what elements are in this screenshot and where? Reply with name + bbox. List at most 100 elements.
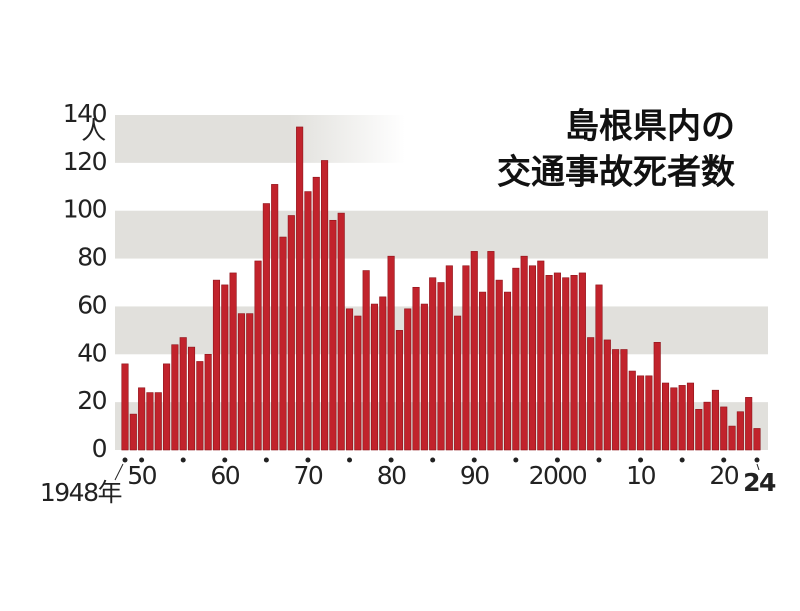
bar [437,282,445,451]
bar [196,361,204,451]
bar [354,315,362,451]
x-tick-label: 90 [460,461,489,490]
bar [545,275,553,451]
bar [578,272,586,451]
bar [695,409,703,451]
bar [487,251,495,451]
leader [114,463,124,481]
grid-band [115,115,405,163]
x-tick-label: 50 [127,461,156,490]
bar [395,330,403,451]
bar [179,337,187,451]
y-tick-label: 0 [92,434,107,463]
bar [420,303,428,451]
bar [454,315,462,451]
x-tick-label: 70 [294,461,323,490]
x-tick-label: 24 [743,468,776,497]
bar [520,255,528,451]
bar [512,267,520,451]
bar [337,212,345,451]
bar [429,277,437,451]
bar [262,203,270,451]
bar [528,265,537,451]
tick-dot [754,457,760,463]
bar [171,344,179,451]
bar [703,401,711,451]
bar [146,392,154,451]
y-tick-label: 40 [77,338,106,367]
bar [720,406,728,451]
grid-band [115,210,768,259]
tick-dot [471,457,477,463]
bar [570,275,578,451]
bar [661,382,670,451]
chart-title: 交通事故死者数 [497,153,735,193]
bar [479,291,487,451]
tick-dot [679,457,685,463]
bar [728,425,736,451]
x-tick-label: 80 [377,461,406,490]
bar [711,389,719,451]
bar [254,260,262,451]
bar [287,215,295,451]
tick-dot [721,457,727,463]
tick-dot [596,457,602,463]
x-tick-label: 1948年 [40,478,122,507]
x-tick-label: 60 [210,461,239,490]
bar [686,382,695,451]
bar [279,236,287,451]
bar [745,397,753,451]
bar [271,184,279,451]
bar [645,375,653,451]
bar [362,270,370,451]
bar [237,313,245,451]
bar [321,160,329,451]
bar [445,265,453,451]
tick-dot [554,457,560,463]
bar [595,284,603,451]
bar [653,342,661,451]
tick-dot [180,457,186,463]
tick-dot [347,457,353,463]
bar [470,251,478,451]
tick-dot [638,457,644,463]
bar [345,308,354,451]
bar [562,277,570,451]
bar [221,284,229,451]
bar [163,363,171,451]
tick-dot [513,457,519,463]
y-tick-label: 100 [63,195,107,224]
bar [620,349,628,451]
bar [753,428,761,451]
leader [756,463,760,471]
bar [304,191,312,451]
bar [637,375,645,451]
bar [312,176,320,451]
bar [154,392,162,451]
bar [603,339,611,451]
bar [503,291,512,451]
tick-dot [122,457,128,463]
y-tick-label: 60 [77,290,106,319]
bar [212,279,221,451]
tick-dot [430,457,436,463]
bar [404,308,412,451]
bar [412,286,420,451]
y-tick-label: 120 [63,147,107,176]
bar [129,413,137,451]
bar [370,303,379,451]
x-tick-label: 2000 [529,461,587,490]
y-unit: 人 [81,116,106,145]
bar [246,313,254,451]
bar [204,353,212,451]
bar [121,363,129,451]
bar [587,337,595,451]
bar [670,387,678,451]
bar [612,349,620,451]
bar [462,265,470,451]
chart-title: 島根県内の [565,107,735,147]
bar [387,255,395,451]
y-tick-label: 20 [77,386,106,415]
bar [329,219,337,451]
